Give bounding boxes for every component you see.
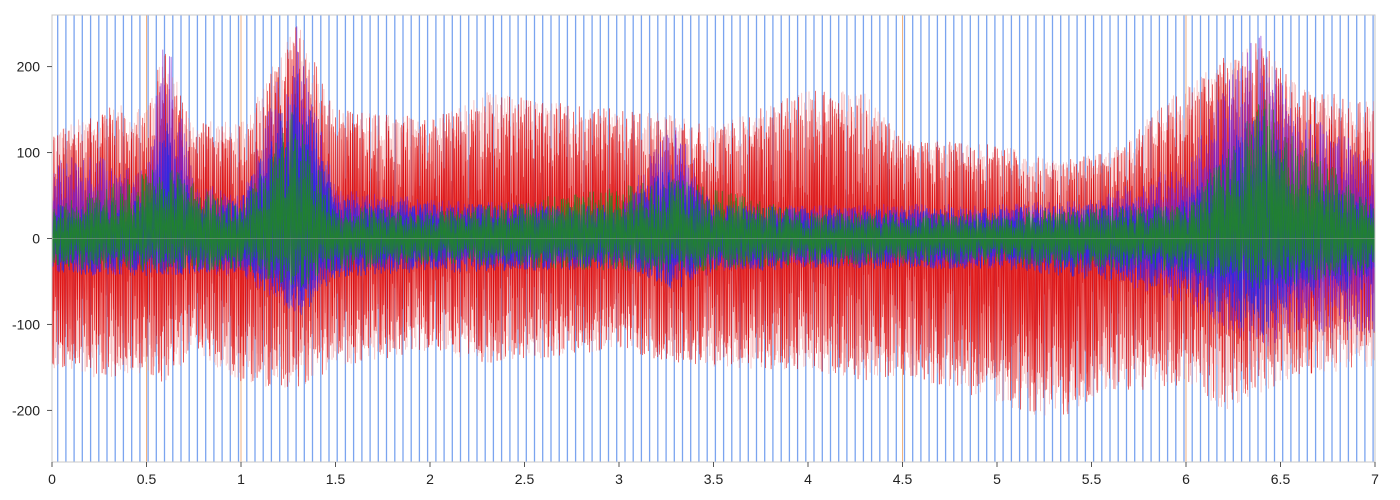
y-tick-label: -100 bbox=[12, 316, 40, 332]
x-tick-label: 3.5 bbox=[704, 471, 724, 487]
x-tick-label: 5.5 bbox=[1082, 471, 1102, 487]
y-tick-label: 100 bbox=[17, 145, 41, 161]
x-tick-label: 7 bbox=[1371, 471, 1379, 487]
x-axis: 0 0.5 1 1.5 2 2.5 3 3.5 4 4.5 5 5.5 6 6.5 7 bbox=[48, 462, 1379, 487]
y-tick-label: -200 bbox=[12, 402, 40, 418]
y-tick-label: 200 bbox=[17, 59, 41, 75]
x-tick-label: 0.5 bbox=[137, 471, 157, 487]
x-tick-label: 1 bbox=[237, 471, 245, 487]
series-red-envelope bbox=[51, 29, 1376, 416]
x-tick-label: 4 bbox=[804, 471, 812, 487]
x-tick-label: 1.5 bbox=[326, 471, 346, 487]
x-tick-label: 2.5 bbox=[515, 471, 535, 487]
x-tick-label: 2 bbox=[426, 471, 434, 487]
x-tick-label: 6 bbox=[1182, 471, 1190, 487]
x-tick-label: 3 bbox=[615, 471, 623, 487]
series-group bbox=[51, 26, 1376, 416]
x-tick-label: 4.5 bbox=[893, 471, 913, 487]
series-green-band bbox=[51, 98, 1376, 286]
y-axis: 200 100 0 -100 -200 bbox=[12, 59, 52, 418]
series-blue-band bbox=[51, 104, 1376, 328]
y-tick-label: 0 bbox=[32, 231, 40, 247]
x-tick-label: 0 bbox=[48, 471, 56, 487]
x-tick-label: 6.5 bbox=[1271, 471, 1291, 487]
x-tick-label: 5 bbox=[993, 471, 1001, 487]
